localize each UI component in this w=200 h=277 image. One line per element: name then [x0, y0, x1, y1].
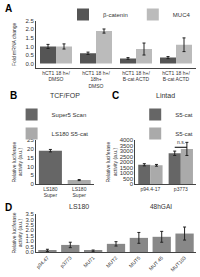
svg-text:hCT1 18 h+/B-cat ACTD: hCT1 18 h+/B-cat ACTD [122, 70, 150, 83]
svg-text:0.5: 0.5 [25, 244, 34, 250]
svg-text:2.5: 2.5 [25, 222, 34, 228]
svg-text:1.5: 1.5 [25, 233, 34, 239]
svg-text:Fold mRNA change: Fold mRNA change [11, 22, 17, 66]
svg-text:p94.4-17: p94.4-17 [141, 186, 161, 192]
svg-text:3.0: 3.0 [25, 217, 34, 223]
svg-text:0: 0 [30, 181, 34, 187]
svg-text:A: A [5, 3, 12, 14]
svg-text:β-catenin: β-catenin [103, 12, 128, 18]
svg-text:MU71: MU71 [82, 255, 96, 269]
svg-text:1500: 1500 [120, 165, 134, 171]
svg-text:LS180Super: LS180Super [72, 186, 87, 199]
svg-text:2.0: 2.0 [25, 227, 34, 233]
svg-text:S5-cat: S5-cat [175, 131, 193, 137]
svg-text:LS180 S5-cat: LS180 S5-cat [52, 131, 89, 137]
svg-text:Relative luciferaseactivity (a: Relative luciferaseactivity (a.u.) [105, 141, 118, 182]
svg-text:Relative luciferaseactivity (a: Relative luciferaseactivity (a.u.) [11, 141, 24, 182]
svg-text:1.5: 1.5 [25, 35, 34, 41]
svg-text:MUC4: MUC4 [173, 12, 191, 18]
svg-text:0.0: 0.0 [25, 61, 34, 67]
svg-text:hCT1 18 h+/B-cat ACTD: hCT1 18 h+/B-cat ACTD [162, 70, 190, 83]
svg-text:hCT1 18 h+/DMSO: hCT1 18 h+/DMSO [42, 70, 70, 83]
svg-text:1.0: 1.0 [25, 44, 34, 50]
svg-text:hCT1 18 h+/18h+DMSO: hCT1 18 h+/18h+DMSO [82, 70, 110, 89]
svg-text:4000: 4000 [120, 137, 134, 143]
svg-text:5: 5 [30, 172, 34, 178]
svg-text:MUT103: MUT103 [169, 255, 187, 273]
svg-text:3.5: 3.5 [25, 211, 34, 217]
svg-text:2500: 2500 [120, 154, 134, 160]
svg-text:0.0: 0.0 [25, 249, 34, 255]
svg-text:p3773: p3773 [59, 255, 73, 269]
svg-text:p94.47: p94.47 [35, 255, 50, 270]
svg-text:S5-cat: S5-cat [175, 112, 193, 118]
svg-text:1.0: 1.0 [25, 238, 34, 244]
svg-text:20: 20 [27, 146, 34, 152]
svg-text:3500: 3500 [120, 143, 134, 149]
svg-text:B: B [10, 90, 17, 101]
svg-text:0.5: 0.5 [25, 52, 34, 58]
svg-text:1000: 1000 [120, 170, 134, 176]
svg-text:3000: 3000 [120, 148, 134, 154]
svg-text:2.0: 2.0 [25, 26, 34, 32]
svg-text:48hGAI: 48hGAI [150, 203, 172, 210]
svg-text:LS180: LS180 [69, 203, 89, 210]
svg-text:Super5 Scan: Super5 Scan [52, 112, 87, 118]
svg-text:0: 0 [130, 181, 134, 187]
svg-text:Lintad: Lintad [156, 92, 175, 99]
svg-text:2.5: 2.5 [25, 18, 34, 24]
svg-text:MUT2: MUT2 [105, 255, 119, 269]
svg-text:p3773: p3773 [174, 186, 188, 192]
svg-text:25: 25 [27, 137, 34, 144]
svg-text:n.s.: n.s. [177, 139, 185, 145]
svg-text:MUT5: MUT5 [127, 255, 141, 269]
svg-text:MUT 45: MUT 45 [147, 255, 164, 272]
svg-text:C: C [112, 90, 119, 101]
svg-text:2000: 2000 [120, 159, 134, 165]
svg-text:500: 500 [123, 176, 134, 182]
svg-text:15: 15 [27, 155, 34, 161]
svg-text:LS180Super: LS180Super [43, 186, 58, 199]
svg-text:D: D [5, 202, 12, 213]
svg-text:Relative luciferaseactivity (a: Relative luciferaseactivity (a.u.) [11, 212, 24, 253]
svg-text:TCF/FOP: TCF/FOP [50, 92, 80, 99]
svg-text:10: 10 [27, 164, 34, 170]
